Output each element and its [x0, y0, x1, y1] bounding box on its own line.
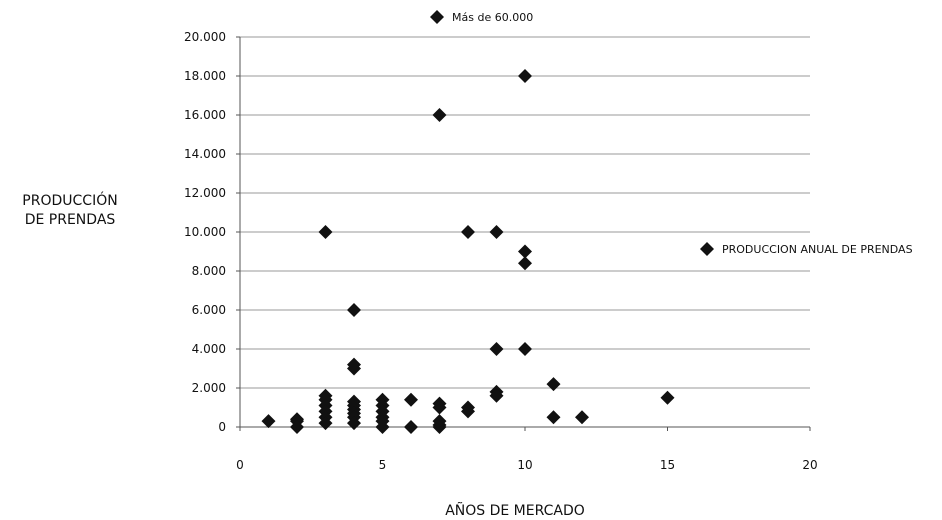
legend-diamond-marker [700, 242, 714, 256]
y-tick-label: 14.000 [184, 147, 226, 161]
y-tick-label: 0 [218, 420, 226, 434]
data-point [375, 420, 390, 434]
x-axis-title: AÑOS DE MERCADO [445, 502, 585, 519]
data-point [432, 420, 447, 434]
data-point [546, 377, 561, 392]
x-tick-label: 5 [379, 458, 387, 472]
annotation-label: Más de 60.000 [452, 11, 533, 24]
data-point [347, 303, 361, 317]
y-tick-label: 12.000 [184, 186, 226, 200]
y-tick-label: 18.000 [184, 69, 226, 83]
x-tick-label: 10 [517, 458, 532, 472]
data-point [518, 244, 532, 259]
data-point [461, 225, 475, 239]
y-tick-label: 8.000 [192, 264, 226, 278]
data-point [575, 410, 589, 425]
x-tick-label: 15 [660, 458, 675, 472]
y-tick-label: 4.000 [192, 342, 226, 356]
y-tick-label: 20.000 [184, 30, 226, 44]
data-point [290, 420, 304, 434]
data-points [261, 69, 675, 434]
data-point [404, 420, 418, 434]
y-tick-label: 10.000 [184, 225, 226, 239]
y-axis-title-line-1: PRODUCCIÓN [22, 191, 117, 209]
data-point [489, 342, 504, 356]
x-tick-label: 20 [802, 458, 817, 472]
x-tick-label: 0 [236, 458, 244, 472]
legend: PRODUCCION ANUAL DE PRENDAS [700, 242, 913, 256]
grid-layer [240, 36, 810, 389]
data-point [347, 416, 361, 431]
data-point [318, 225, 333, 239]
y-axis-title: PRODUCCIÓN DE PRENDAS [22, 191, 117, 228]
y-tick-label: 16.000 [184, 108, 226, 122]
data-point [404, 392, 418, 407]
data-point [489, 225, 504, 239]
data-point [518, 256, 532, 271]
y-tick-label: 6.000 [192, 303, 226, 317]
y-tick-label: 2.000 [192, 381, 226, 395]
outlier-annotation: Más de 60.000 [430, 10, 533, 24]
data-point [546, 410, 561, 425]
data-point [432, 108, 447, 122]
data-point [261, 414, 276, 429]
data-point [489, 388, 504, 403]
data-point [518, 342, 532, 356]
data-point [660, 390, 675, 405]
data-point [518, 69, 532, 83]
data-point [432, 400, 447, 415]
data-point [318, 416, 333, 431]
y-axis-title-line-2: DE PRENDAS [25, 212, 116, 228]
annotation-diamond-marker [430, 10, 444, 24]
data-point [347, 361, 361, 376]
data-point [461, 404, 475, 419]
x-tick-labels: 0 5 10 15 20 [236, 458, 817, 472]
legend-label: PRODUCCION ANUAL DE PRENDAS [722, 243, 913, 256]
y-tick-labels: 0 2.000 4.000 6.000 8.000 10.000 12.000 14.000 1… [184, 30, 226, 434]
